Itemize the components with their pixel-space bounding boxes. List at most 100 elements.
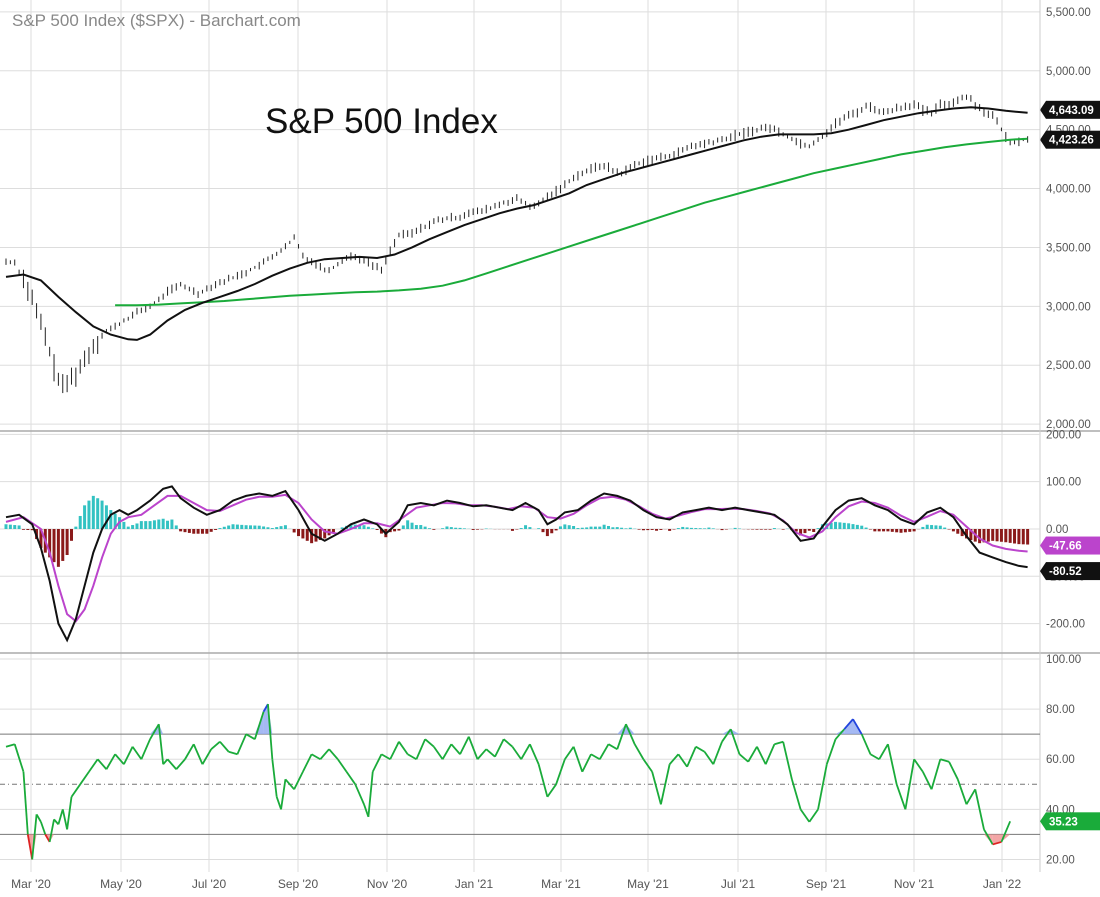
- macd-y-tick: 0.00: [1046, 524, 1068, 536]
- signal-last-value: -47.66: [1040, 536, 1100, 555]
- rsi-line-segment: [756, 746, 767, 765]
- rsi-line-segment: [642, 758, 653, 773]
- rsi-line-segment: [852, 718, 863, 735]
- rsi-line-segment: [494, 738, 505, 758]
- x-tick-label: Sep '20: [278, 877, 319, 891]
- rsi-line-segment: [398, 741, 409, 755]
- rsi-line-segment: [738, 753, 749, 763]
- rsi-line-segment: [184, 743, 195, 760]
- rsi-line-segment: [782, 741, 793, 780]
- rsi-line-segment: [817, 764, 828, 810]
- rsi-line-segment: [363, 804, 370, 818]
- rsi-line-segment: [633, 743, 645, 760]
- x-tick-label: Sep '21: [806, 877, 847, 891]
- rsi-line-segment: [371, 753, 383, 773]
- rsi-line-segment: [703, 751, 715, 765]
- price-y-tick: 2,500.00: [1046, 360, 1091, 372]
- rsi-line-segment: [555, 758, 566, 785]
- rsi-line-segment: [166, 758, 177, 770]
- svg-text:35.23: 35.23: [1049, 816, 1078, 828]
- rsi-line-segment: [280, 779, 287, 810]
- rsi-line-segment: [799, 808, 811, 823]
- rsi-line-segment: [131, 746, 143, 760]
- rsi-line-segment: [267, 704, 274, 760]
- sma200-line: [115, 137, 1028, 307]
- rsi-line-segment: [275, 796, 282, 810]
- svg-text:4,423.26: 4,423.26: [1049, 135, 1094, 147]
- rsi-line-segment: [157, 724, 165, 765]
- price-y-tick: 5,500.00: [1046, 7, 1091, 19]
- rsi-line-segment: [381, 753, 391, 761]
- rsi-line-segment: [40, 821, 47, 835]
- rsi-line-segment: [70, 783, 81, 798]
- rsi-line-segment: [808, 808, 819, 823]
- x-tick-label: May '21: [627, 877, 669, 891]
- rsi-line-segment: [114, 753, 125, 765]
- rsi-line-segment: [31, 814, 38, 860]
- rsi-line-segment: [228, 750, 238, 756]
- rsi-line-segment: [79, 771, 90, 785]
- rsi-line-segment: [537, 764, 549, 798]
- rsi-line-segment: [61, 809, 69, 830]
- rsi-line-segment: [922, 771, 933, 790]
- rsi-line-segment: [686, 746, 697, 768]
- rsi-line-segment: [660, 764, 671, 805]
- rsi-line-segment: [992, 841, 1002, 846]
- rsi-line-segment: [529, 743, 540, 765]
- rsi-line-segment: [843, 718, 854, 730]
- rsi-line-segment: [467, 736, 479, 760]
- rsi-line-segment: [5, 743, 15, 748]
- rsi-line-segment: [162, 758, 169, 765]
- rsi-line-segment: [668, 753, 680, 765]
- x-tick-label: Jul '21: [721, 877, 756, 891]
- x-tick-label: Mar '20: [11, 877, 51, 891]
- chart-title: S&P 500 Index: [265, 102, 498, 141]
- rsi-line-segment: [729, 728, 741, 755]
- rsi-line-segment: [895, 784, 907, 810]
- rsi-line-segment: [175, 758, 186, 770]
- rsi-line-segment: [747, 746, 758, 763]
- rsi-line-segment: [764, 743, 776, 765]
- rsi-line-segment: [791, 779, 802, 810]
- rsi-line-segment: [651, 771, 662, 805]
- x-tick-label: Jul '20: [192, 877, 227, 891]
- rsi-line-segment: [26, 834, 34, 860]
- rsi-line-segment: [564, 746, 575, 760]
- price-y-tick: 5,000.00: [1046, 66, 1091, 78]
- rsi-line-segment: [485, 748, 496, 758]
- rsi-line-segment: [598, 743, 610, 760]
- rsi-overbought-fill: [150, 724, 159, 735]
- rsi-line-segment: [407, 753, 417, 761]
- rsi-line-segment: [57, 809, 64, 825]
- svg-text:-47.66: -47.66: [1049, 541, 1082, 553]
- rsi-line-segment: [13, 743, 25, 773]
- rsi-line-segment: [123, 746, 134, 765]
- rsi-line-segment: [201, 748, 212, 765]
- rsi-line-segment: [581, 753, 592, 773]
- rsi-y-tick: 20.00: [1046, 854, 1075, 866]
- rsi-line-segment: [192, 743, 204, 765]
- rsi-line-segment: [254, 711, 265, 740]
- rsi-line-segment: [328, 748, 339, 760]
- rsi-line-segment: [572, 746, 584, 773]
- x-tick-label: Nov '20: [367, 877, 408, 891]
- macd-y-tick: -200.00: [1046, 619, 1085, 631]
- rsi-line-segment: [302, 753, 313, 773]
- rsi-line-segment: [625, 723, 636, 745]
- rsi-line-segment: [887, 744, 898, 785]
- rsi-line-segment: [22, 771, 29, 835]
- rsi-line-segment: [878, 743, 889, 760]
- rsi-line-segment: [140, 738, 151, 760]
- rsi-line-segment: [1000, 820, 1011, 843]
- rsi-line-segment: [459, 736, 470, 755]
- rsi-line-segment: [337, 758, 348, 773]
- x-tick-label: Jan '21: [455, 877, 494, 891]
- rsi-line-segment: [695, 745, 706, 753]
- rsi-line-segment: [870, 753, 880, 761]
- rsi-overbought-fill: [625, 724, 635, 735]
- rsi-line-segment: [35, 813, 42, 823]
- rsi-line-segment: [774, 740, 784, 746]
- rsi-line-segment: [965, 788, 977, 805]
- macd-line: [5, 485, 1028, 643]
